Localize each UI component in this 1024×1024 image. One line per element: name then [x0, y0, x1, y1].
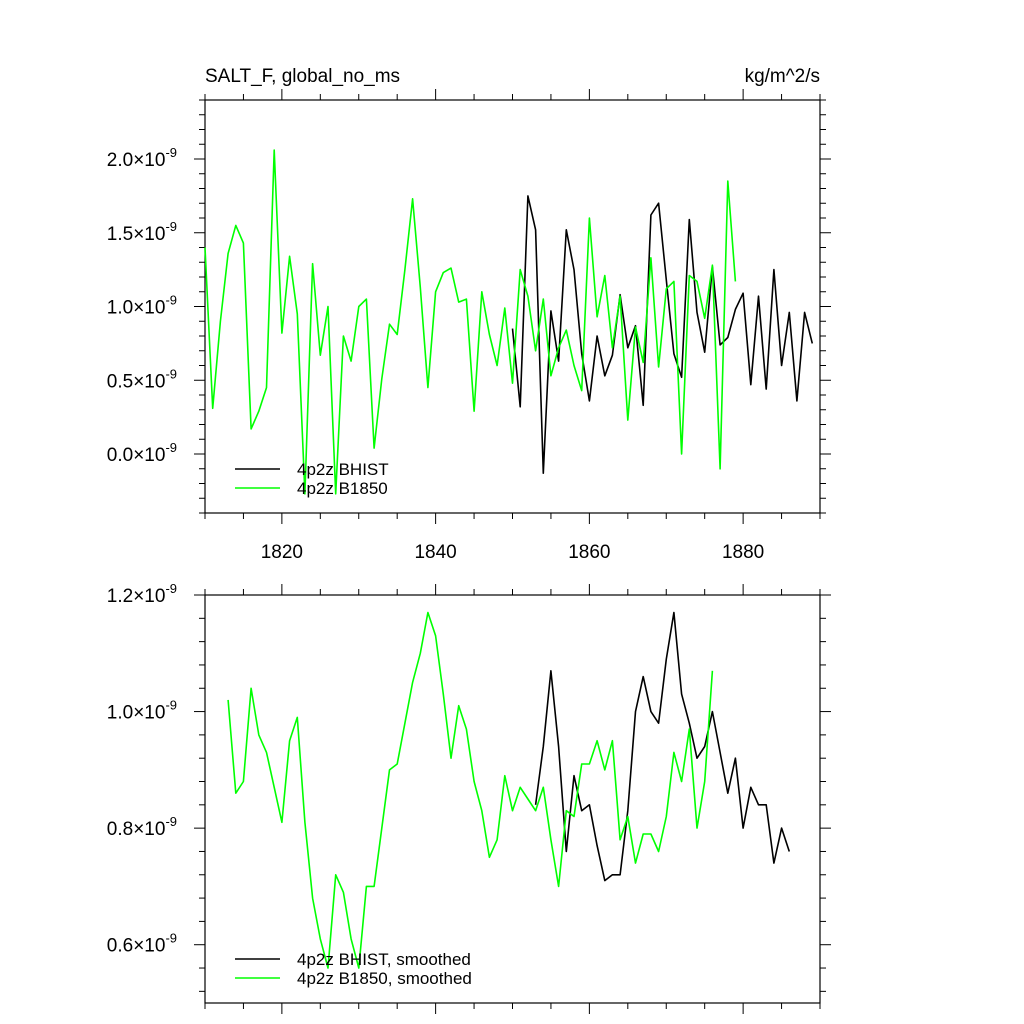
y-tick-label: 1.0×10-9	[107, 698, 177, 724]
bottom-panel: 0.6×10-9 0.8×10-9 1.0×10-9 1.2×10-9 4p2z BHI…	[107, 581, 831, 1014]
series-line-bhist	[511, 195, 814, 475]
x-tick-label: 1880	[722, 542, 764, 563]
y-tick-label: 0.0×10-9	[107, 440, 177, 466]
legend-label: 4p2z B1850	[297, 479, 388, 498]
plot-frame	[204, 594, 821, 1004]
plot-frame	[204, 99, 821, 514]
x-tick-label: 1820	[261, 542, 303, 563]
y-tick-label: 0.5×10-9	[107, 366, 177, 392]
series-line-b1850	[227, 611, 714, 969]
y-tick-label: 1.5×10-9	[107, 219, 177, 245]
legend-label: 4p2z BHIST	[297, 460, 389, 479]
y-tick-label: 0.8×10-9	[107, 814, 177, 840]
legend-label: 4p2z BHIST, smoothed	[297, 950, 471, 969]
y-tick-label: 2.0×10-9	[107, 145, 177, 171]
y-tick-label: 0.6×10-9	[107, 931, 177, 957]
units-label: kg/m^2/s	[745, 66, 820, 87]
panel-title: SALT_F, global_no_ms	[205, 66, 400, 87]
y-tick-label: 1.0×10-9	[107, 293, 177, 319]
x-tick-label: 1840	[414, 542, 456, 563]
series-line-bhist	[534, 611, 791, 882]
series-line-b1850	[204, 149, 737, 495]
y-tick-label: 1.2×10-9	[107, 581, 177, 607]
x-tick-label: 1860	[568, 542, 610, 563]
top-panel: 1820 1840 1860 1880 0.0×10-9 0.5×10-9 1.0×10-9…	[107, 89, 831, 563]
legend-label: 4p2z B1850, smoothed	[297, 969, 472, 988]
